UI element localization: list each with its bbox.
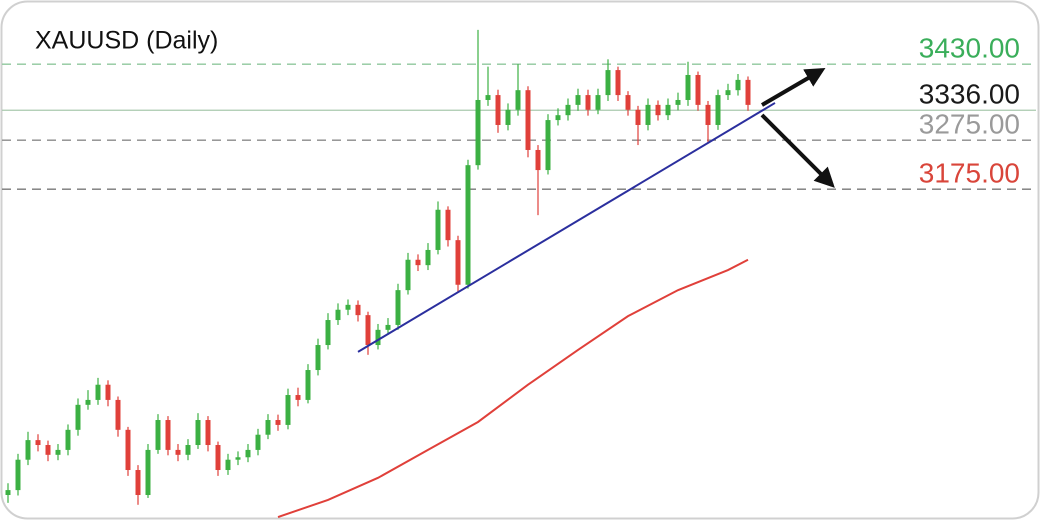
candle-body bbox=[355, 304, 361, 316]
candle-body bbox=[635, 109, 641, 125]
candle-body bbox=[565, 104, 571, 116]
candle-body bbox=[285, 395, 291, 425]
candle-body bbox=[365, 315, 371, 346]
candle-body bbox=[495, 95, 501, 125]
candle-body bbox=[685, 74, 691, 100]
candle-body bbox=[315, 345, 321, 371]
candle-body bbox=[145, 449, 151, 496]
candle-body bbox=[665, 104, 671, 116]
candle-body bbox=[545, 120, 551, 171]
candle-body bbox=[215, 445, 221, 471]
candle-body bbox=[185, 445, 191, 455]
candle-body bbox=[135, 470, 141, 496]
candle-body bbox=[295, 395, 301, 400]
candle-body bbox=[575, 95, 581, 105]
moving-average bbox=[277, 258, 749, 519]
candle-body bbox=[415, 259, 421, 266]
candle-body bbox=[655, 104, 661, 116]
candle-body bbox=[505, 109, 511, 125]
up-arrow bbox=[760, 67, 826, 107]
candle-body bbox=[25, 440, 31, 460]
candle-body bbox=[435, 209, 441, 250]
candle-body bbox=[205, 420, 211, 446]
level-label: 3430.00 bbox=[919, 33, 1020, 64]
down-arrow bbox=[760, 113, 835, 188]
candle-body bbox=[115, 399, 121, 430]
candle-body bbox=[595, 95, 601, 110]
candle-body bbox=[35, 440, 41, 446]
candle-body bbox=[405, 259, 411, 291]
candle-body bbox=[105, 384, 111, 400]
candle-body bbox=[275, 420, 281, 425]
candle-body bbox=[65, 429, 71, 450]
candle-body bbox=[255, 434, 261, 450]
candle-body bbox=[445, 209, 451, 241]
candle-body bbox=[175, 449, 181, 455]
level-label: 3175.00 bbox=[919, 158, 1020, 189]
candle-body bbox=[695, 74, 701, 105]
candle-body bbox=[515, 90, 521, 110]
candle-body bbox=[715, 95, 721, 125]
candle-body bbox=[455, 240, 461, 285]
candle-body bbox=[525, 90, 531, 150]
candle-body bbox=[645, 104, 651, 125]
candle-body bbox=[15, 459, 21, 491]
candle-body bbox=[605, 70, 611, 96]
candle-body bbox=[485, 95, 491, 100]
candle-body bbox=[265, 420, 271, 435]
candle-body bbox=[585, 95, 591, 110]
candle-body bbox=[745, 79, 751, 105]
candle-body bbox=[245, 449, 251, 458]
candle-body bbox=[335, 309, 341, 321]
candle-body bbox=[75, 404, 81, 430]
candle-body bbox=[55, 449, 61, 455]
candle-body bbox=[535, 149, 541, 171]
candle-body bbox=[155, 420, 161, 450]
candle-body bbox=[325, 320, 331, 346]
candle-body bbox=[95, 384, 101, 400]
candle-body bbox=[425, 249, 431, 266]
candle-body bbox=[705, 104, 711, 125]
candle-body bbox=[395, 290, 401, 325]
level-label: 3336.00 bbox=[919, 79, 1020, 110]
candle-body bbox=[675, 99, 681, 105]
candle-body bbox=[385, 324, 391, 330]
level-label: 3275.00 bbox=[919, 109, 1020, 140]
candle-body bbox=[555, 115, 561, 121]
candle-body bbox=[45, 445, 51, 455]
chart-title: XAUUSD (Daily) bbox=[35, 27, 218, 55]
candle-body bbox=[85, 399, 91, 405]
candle-body bbox=[615, 70, 621, 96]
candle-body bbox=[735, 79, 741, 91]
candle-body bbox=[375, 329, 381, 346]
candle-body bbox=[5, 490, 11, 496]
candle-body bbox=[225, 459, 231, 471]
candle-body bbox=[195, 420, 201, 446]
candle-body bbox=[475, 99, 481, 166]
candle-body bbox=[625, 95, 631, 110]
trend-line bbox=[357, 102, 776, 353]
candle-body bbox=[465, 165, 471, 285]
candle-body bbox=[165, 420, 171, 450]
candle-body bbox=[235, 457, 241, 460]
candle-body bbox=[725, 90, 731, 96]
candle-body bbox=[305, 370, 311, 400]
candle-body bbox=[345, 304, 351, 310]
candle-body bbox=[125, 429, 131, 471]
